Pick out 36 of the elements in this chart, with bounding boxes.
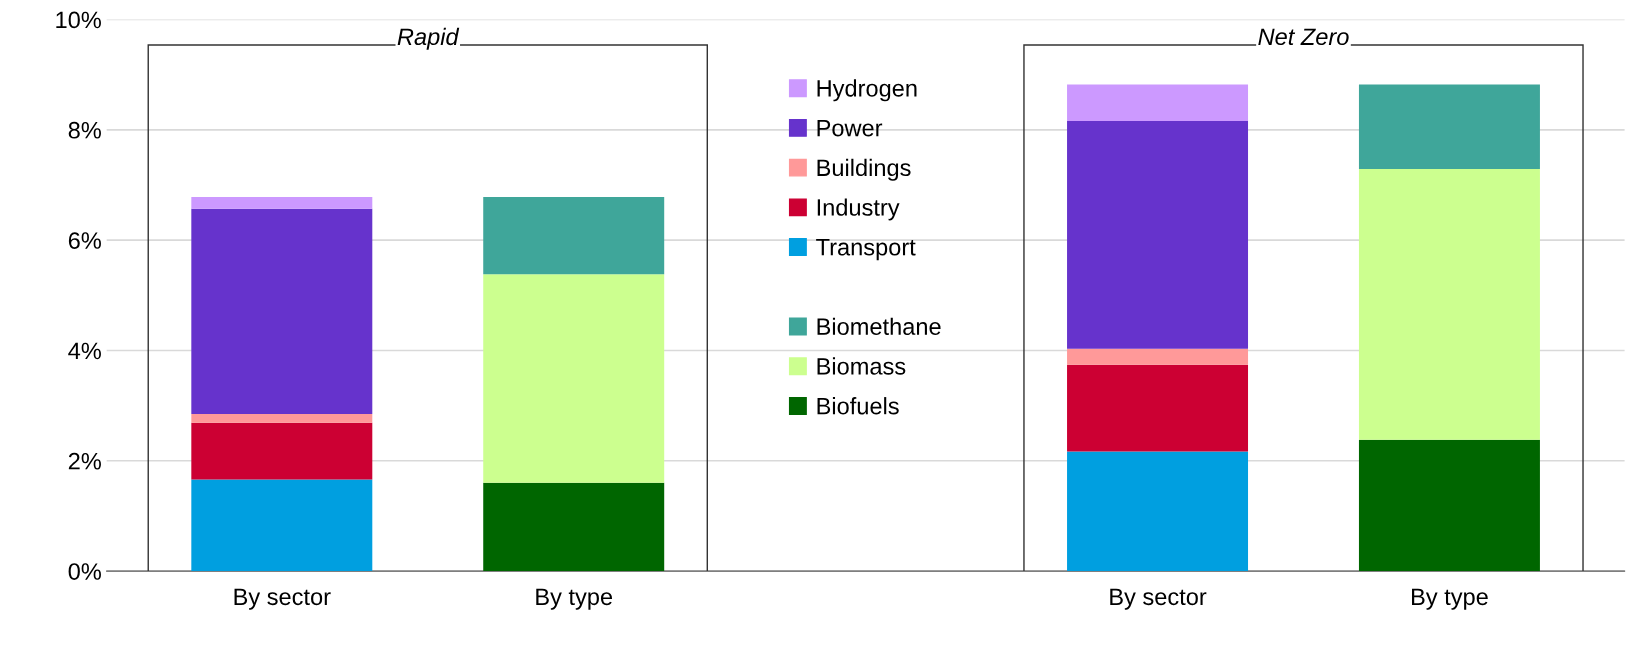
bar: [1067, 348, 1249, 365]
bar: [1358, 439, 1540, 572]
legend-label: Biofuels: [817, 397, 899, 415]
bar: [483, 197, 665, 275]
bar: [191, 197, 373, 209]
bar: [1067, 120, 1249, 349]
bar: [191, 479, 373, 572]
legend-label: Transport: [816, 239, 916, 261]
legend-label: Biomethane: [817, 317, 941, 335]
bar: [191, 208, 373, 414]
y-tick-label: 4%: [68, 342, 101, 360]
bar: [1067, 84, 1249, 121]
x-tick-label: By sector: [234, 588, 331, 610]
legend-label: Biomass: [817, 357, 906, 375]
y-tick-label: 6%: [68, 232, 101, 249]
bar: [1358, 84, 1540, 169]
bar: [1067, 364, 1249, 452]
bar: [1358, 168, 1540, 440]
x-tick-label: By type: [1412, 588, 1488, 610]
legend-label: Power: [817, 119, 883, 137]
bar: [483, 482, 665, 572]
bar: [191, 413, 373, 423]
y-tick-label: 10%: [56, 11, 101, 29]
y-tick-label: 2%: [68, 452, 101, 470]
x-tick-label: By sector: [1110, 588, 1207, 610]
legend-label: Buildings: [817, 158, 911, 181]
bar: [1067, 451, 1249, 572]
bar: [483, 274, 665, 483]
legend-label: Industry: [817, 198, 900, 221]
bar: [191, 422, 373, 480]
annotation: Net Zero: [1258, 28, 1349, 46]
annotation: Rapid: [397, 27, 460, 50]
y-tick-label: 8%: [68, 121, 101, 139]
y-tick-label: 0%: [68, 563, 101, 580]
legend-label: Hydrogen: [817, 79, 917, 102]
x-tick-label: By type: [536, 588, 613, 610]
